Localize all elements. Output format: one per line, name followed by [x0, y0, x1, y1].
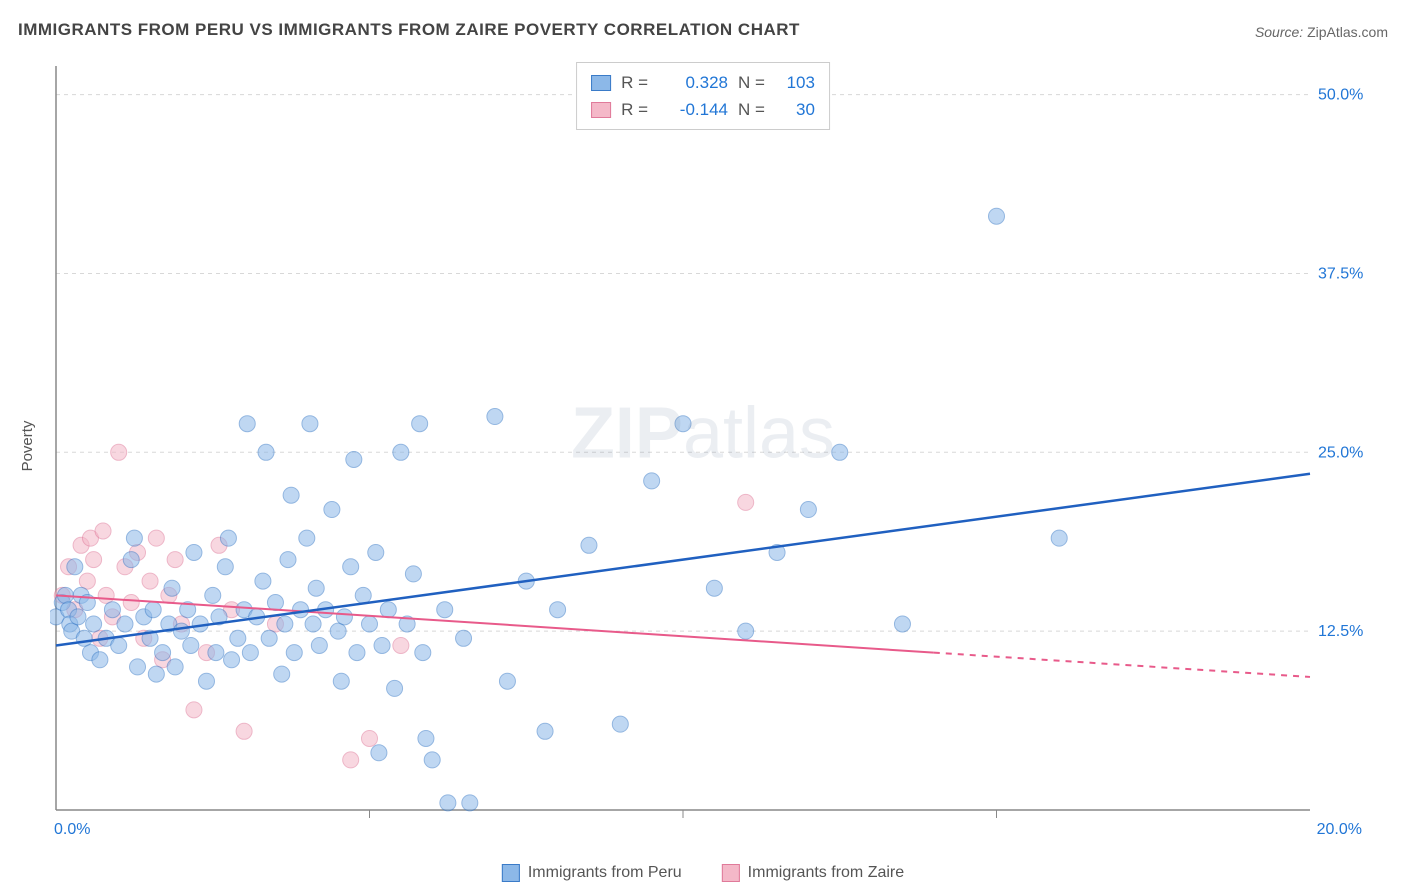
stats-row-series1: R = 0.328 N = 103: [591, 69, 815, 96]
svg-text:0.0%: 0.0%: [54, 821, 90, 838]
chart-title: IMMIGRANTS FROM PERU VS IMMIGRANTS FROM …: [18, 20, 800, 40]
stats-r-label: R =: [621, 96, 648, 123]
stats-n-label: N =: [738, 96, 765, 123]
legend-label-2: Immigrants from Zaire: [748, 864, 904, 882]
correlation-stats-box: R = 0.328 N = 103 R = -0.144 N = 30: [576, 62, 830, 130]
legend-label-1: Immigrants from Peru: [528, 864, 682, 882]
svg-text:50.0%: 50.0%: [1318, 87, 1363, 104]
svg-text:37.5%: 37.5%: [1318, 265, 1363, 282]
stats-r-value-2: -0.144: [658, 96, 728, 123]
stats-r-label: R =: [621, 69, 648, 96]
svg-text:25.0%: 25.0%: [1318, 444, 1363, 461]
source-attribution: Source: ZipAtlas.com: [1255, 24, 1388, 40]
source-prefix: Source:: [1255, 24, 1303, 40]
legend-swatch-1: [502, 864, 520, 882]
stats-n-label: N =: [738, 69, 765, 96]
stats-r-value-1: 0.328: [658, 69, 728, 96]
legend-swatch-2: [722, 864, 740, 882]
stats-n-value-1: 103: [775, 69, 815, 96]
stats-row-series2: R = -0.144 N = 30: [591, 96, 815, 123]
svg-text:20.0%: 20.0%: [1317, 821, 1362, 838]
source-name: ZipAtlas.com: [1307, 24, 1388, 40]
scatter-plot-svg: 12.5% 25.0% 37.5% 50.0% 0.0% 20.0%: [50, 60, 1370, 840]
stats-swatch-series1: [591, 75, 611, 91]
stats-swatch-series2: [591, 102, 611, 118]
y-axis-label: Poverty: [19, 421, 36, 472]
svg-text:12.5%: 12.5%: [1318, 623, 1363, 640]
legend-item-series1: Immigrants from Peru: [502, 864, 682, 882]
bottom-legend: Immigrants from Peru Immigrants from Zai…: [502, 864, 904, 882]
stats-n-value-2: 30: [775, 96, 815, 123]
chart-plot-area: 12.5% 25.0% 37.5% 50.0% 0.0% 20.0%: [50, 60, 1388, 852]
legend-item-series2: Immigrants from Zaire: [722, 864, 904, 882]
